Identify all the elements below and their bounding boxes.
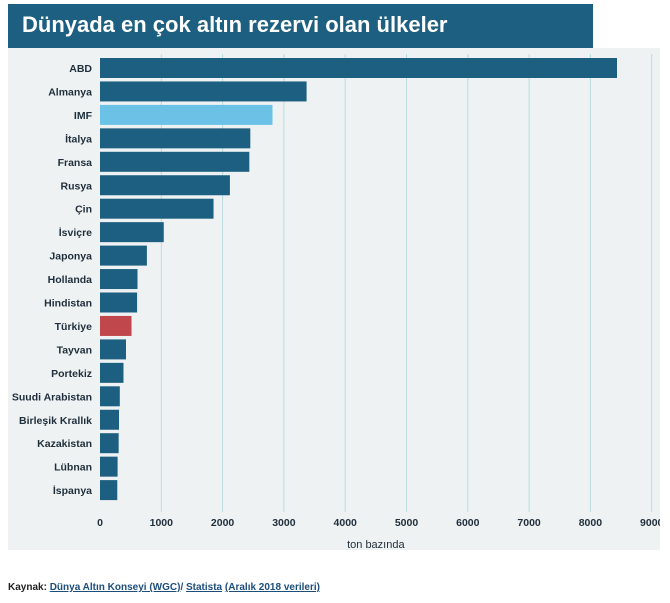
bar-tayvan [100, 339, 126, 360]
category-label: Hollanda [48, 274, 92, 286]
bar-kazakistan [100, 433, 119, 454]
bar-hollanda [100, 269, 138, 290]
source-label: Kaynak: [8, 582, 47, 593]
x-tick-label: 5000 [395, 517, 419, 529]
category-label: Birleşik Krallık [19, 415, 92, 427]
bar-hindistan [100, 292, 138, 313]
chart-title: Dünyada en çok altın rezervi olan ülkele… [22, 12, 448, 37]
category-label: İsviçre [59, 226, 92, 239]
category-label: Türkiye [55, 321, 93, 333]
x-axis-title: ton bazında [347, 539, 405, 550]
bar-almanya [100, 81, 307, 102]
bar-abd [100, 58, 618, 78]
category-label: Kazakistan [37, 438, 92, 450]
bar-i̇sviçre [100, 222, 164, 243]
bar-lübnan [100, 456, 118, 477]
category-label: Suudi Arabistan [12, 391, 92, 403]
bar-imf [100, 104, 273, 125]
bar-birleşik-krallık [100, 409, 120, 430]
source-note[interactable]: (Aralık 2018 verileri) [224, 582, 320, 593]
x-tick-label: 2000 [211, 517, 235, 529]
category-label: ABD [69, 63, 92, 75]
x-tick-label: 9000 [640, 517, 660, 529]
chart-panel: ABD Almanya IMF İtalya Fransa Rusya Çin İsviçre… [8, 48, 660, 550]
category-label: Çin [75, 204, 92, 216]
chart-title-bar: Dünyada en çok altın rezervi olan ülkele… [8, 4, 593, 48]
x-tick-label: 6000 [456, 517, 480, 529]
category-label: Rusya [60, 180, 92, 192]
category-label: Tayvan [57, 344, 92, 356]
x-tick-label: 1000 [150, 517, 174, 529]
source-separator: / [180, 582, 184, 593]
bar-i̇spanya [100, 480, 118, 501]
x-tick-label: 8000 [579, 517, 603, 529]
bar-türkiye [100, 315, 132, 336]
category-label: Almanya [48, 86, 92, 98]
x-tick-label: 3000 [272, 517, 296, 529]
bar-chart: ABD Almanya IMF İtalya Fransa Rusya Çin İsviçre… [12, 54, 660, 550]
bar-çin [100, 198, 214, 219]
bar-japonya [100, 245, 147, 266]
category-label: Fransa [58, 157, 93, 169]
bar-portekiz [100, 362, 124, 383]
bar-suudi-arabistan [100, 386, 120, 407]
category-label: Hindistan [44, 298, 92, 310]
source-link-statista[interactable]: Statista [186, 582, 223, 593]
x-tick-label: 4000 [334, 517, 358, 529]
x-tick-label: 0 [97, 517, 103, 529]
category-label: IMF [74, 110, 93, 122]
category-label: Portekiz [51, 368, 92, 380]
category-label: İspanya [53, 484, 92, 497]
bar-fransa [100, 151, 250, 172]
x-tick-label: 7000 [517, 517, 541, 529]
category-label: Lübnan [54, 462, 92, 474]
category-label: İtalya [65, 132, 92, 145]
source-link-wgc[interactable]: Dünya Altın Konseyi (WGC) [49, 582, 181, 593]
source-footer: Kaynak: Dünya Altın Konseyi (WGC)/ Stati… [8, 582, 320, 593]
bar-rusya [100, 175, 230, 196]
bar-i̇talya [100, 128, 251, 149]
category-label: Japonya [49, 251, 92, 263]
